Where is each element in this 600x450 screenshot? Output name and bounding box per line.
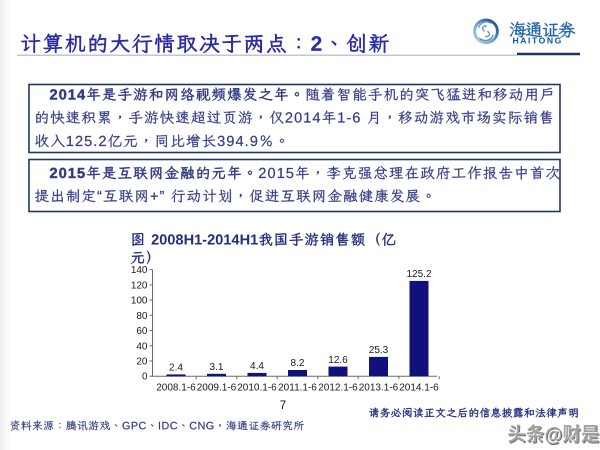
svg-text:2.4: 2.4 bbox=[169, 363, 183, 374]
svg-text:2009.1-6: 2009.1-6 bbox=[197, 383, 237, 394]
svg-text:20: 20 bbox=[136, 357, 148, 368]
svg-text:HAITONG: HAITONG bbox=[513, 36, 563, 46]
svg-text:2010.1-6: 2010.1-6 bbox=[237, 383, 277, 394]
svg-text:2014.1-6: 2014.1-6 bbox=[399, 383, 439, 394]
svg-text:8.2: 8.2 bbox=[291, 358, 305, 369]
svg-text:125.2: 125.2 bbox=[406, 269, 431, 280]
svg-text:120: 120 bbox=[131, 280, 148, 291]
svg-text:2008.1-6: 2008.1-6 bbox=[156, 383, 196, 394]
svg-text:80: 80 bbox=[136, 311, 148, 322]
svg-text:4.4: 4.4 bbox=[250, 361, 264, 372]
svg-text:12.6: 12.6 bbox=[328, 355, 348, 366]
svg-text:3.1: 3.1 bbox=[210, 362, 224, 373]
svg-text:2013.1-6: 2013.1-6 bbox=[359, 383, 399, 394]
svg-text:40: 40 bbox=[136, 341, 148, 352]
svg-text:2012.1-6: 2012.1-6 bbox=[318, 383, 358, 394]
svg-text:60: 60 bbox=[136, 326, 148, 337]
svg-text:0: 0 bbox=[142, 372, 148, 383]
svg-text:7: 7 bbox=[280, 400, 286, 412]
svg-text:2011.1-6: 2011.1-6 bbox=[278, 383, 317, 394]
svg-text:25.3: 25.3 bbox=[369, 345, 389, 356]
svg-text:140: 140 bbox=[131, 265, 148, 276]
svg-text:100: 100 bbox=[131, 296, 148, 307]
